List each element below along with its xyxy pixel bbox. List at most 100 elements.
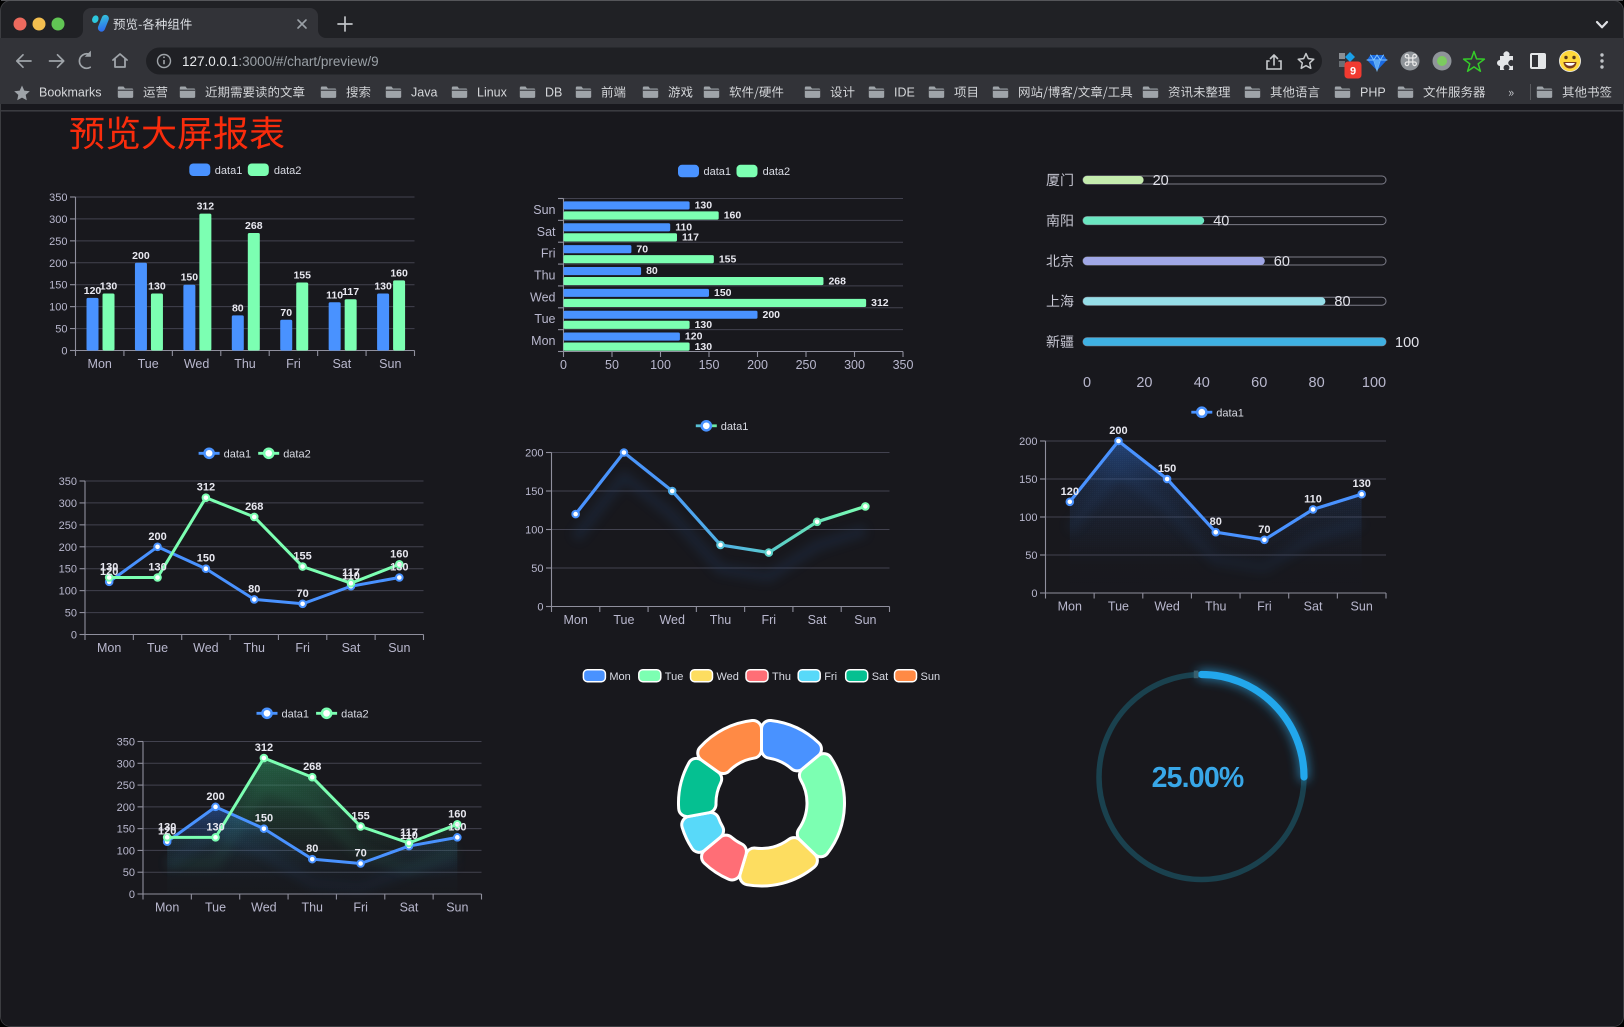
svg-text:150: 150 xyxy=(117,824,135,836)
svg-text:data1: data1 xyxy=(704,166,732,178)
svg-text:120: 120 xyxy=(685,331,703,343)
svg-text:312: 312 xyxy=(255,742,273,754)
svg-text:Tue: Tue xyxy=(534,312,555,326)
svg-text:250: 250 xyxy=(59,520,77,532)
svg-text:200: 200 xyxy=(49,258,67,270)
svg-text:200: 200 xyxy=(59,542,77,554)
svg-text:130: 130 xyxy=(148,280,166,292)
svg-text:Sat: Sat xyxy=(400,901,419,915)
svg-text:0: 0 xyxy=(1031,588,1037,600)
svg-text:350: 350 xyxy=(117,737,135,749)
svg-text:Mon: Mon xyxy=(609,671,630,683)
svg-text:50: 50 xyxy=(531,563,543,575)
svg-text:155: 155 xyxy=(719,253,737,265)
svg-text:Sun: Sun xyxy=(533,203,555,217)
svg-text:20: 20 xyxy=(1136,375,1152,391)
svg-text:9: 9 xyxy=(1350,66,1356,78)
svg-text:117: 117 xyxy=(400,827,418,839)
svg-text:110: 110 xyxy=(326,289,343,301)
svg-text:Java: Java xyxy=(411,86,437,100)
svg-text:80: 80 xyxy=(1334,294,1350,310)
svg-text:130: 130 xyxy=(695,200,713,212)
svg-text:Fri: Fri xyxy=(541,247,556,261)
svg-text:Sun: Sun xyxy=(1351,600,1373,614)
svg-text:Fri: Fri xyxy=(762,613,777,627)
svg-text:Fri: Fri xyxy=(1257,600,1272,614)
svg-text:70: 70 xyxy=(636,243,648,255)
svg-text:Sat: Sat xyxy=(537,225,556,239)
svg-text:70: 70 xyxy=(296,588,308,600)
svg-text:Wed: Wed xyxy=(251,901,277,915)
svg-text:Tue: Tue xyxy=(1108,600,1129,614)
svg-text:200: 200 xyxy=(132,250,150,262)
svg-text:Sun: Sun xyxy=(854,613,876,627)
svg-text:DB: DB xyxy=(545,86,562,100)
svg-text:0: 0 xyxy=(71,630,77,642)
svg-text:40: 40 xyxy=(1213,214,1229,230)
svg-text:Tue: Tue xyxy=(205,901,226,915)
svg-text:100: 100 xyxy=(525,525,543,537)
svg-text:200: 200 xyxy=(1109,425,1127,437)
svg-text:Fri: Fri xyxy=(286,357,301,371)
svg-text:120: 120 xyxy=(1061,486,1079,498)
svg-text:Tue: Tue xyxy=(138,357,159,371)
svg-text:150: 150 xyxy=(255,813,273,825)
svg-text:70: 70 xyxy=(1258,524,1270,536)
svg-text:0: 0 xyxy=(560,358,567,372)
svg-text:Sun: Sun xyxy=(379,357,401,371)
svg-text:350: 350 xyxy=(49,192,67,204)
svg-text:Thu: Thu xyxy=(1205,600,1227,614)
svg-text:250: 250 xyxy=(796,358,817,372)
svg-text:150: 150 xyxy=(525,486,543,498)
svg-text:data1: data1 xyxy=(215,165,243,177)
svg-text:60: 60 xyxy=(1251,375,1267,391)
svg-text:200: 200 xyxy=(1019,436,1037,448)
svg-text:120: 120 xyxy=(84,285,102,297)
svg-text:300: 300 xyxy=(844,358,865,372)
svg-text:80: 80 xyxy=(306,843,318,855)
svg-text:150: 150 xyxy=(59,564,77,576)
svg-text:200: 200 xyxy=(117,802,135,814)
svg-text:Sat: Sat xyxy=(342,641,361,655)
svg-text:160: 160 xyxy=(448,808,466,820)
svg-text:70: 70 xyxy=(280,307,292,319)
svg-text:25.00%: 25.00% xyxy=(1152,762,1244,794)
svg-text:150: 150 xyxy=(197,553,215,565)
svg-text:130: 130 xyxy=(448,821,466,833)
svg-text:130: 130 xyxy=(390,561,408,573)
svg-text:155: 155 xyxy=(351,810,369,822)
svg-text:130: 130 xyxy=(148,561,166,573)
svg-text:Mon: Mon xyxy=(531,334,555,348)
svg-text:268: 268 xyxy=(245,501,263,513)
svg-text:150: 150 xyxy=(714,287,732,299)
svg-text:0: 0 xyxy=(61,346,67,358)
svg-text:data1: data1 xyxy=(224,449,252,461)
svg-text:150: 150 xyxy=(1158,463,1176,475)
svg-text:268: 268 xyxy=(303,761,321,773)
svg-text:Mon: Mon xyxy=(97,641,121,655)
svg-text:80: 80 xyxy=(1210,516,1222,528)
svg-text:data2: data2 xyxy=(341,709,369,721)
svg-text:Sat: Sat xyxy=(808,613,827,627)
svg-text:130: 130 xyxy=(695,319,713,331)
svg-text:Wed: Wed xyxy=(193,641,219,655)
svg-text:Thu: Thu xyxy=(301,901,323,915)
svg-text:data1: data1 xyxy=(721,421,749,433)
svg-text:50: 50 xyxy=(123,867,135,879)
svg-text:0: 0 xyxy=(129,889,135,901)
svg-text:110: 110 xyxy=(1304,493,1322,505)
svg-text:Wed: Wed xyxy=(1154,600,1180,614)
svg-text:40: 40 xyxy=(1194,375,1210,391)
svg-text:127.0.0.1:3000/#/chart/preview: 127.0.0.1:3000/#/chart/preview/9 xyxy=(182,54,379,69)
svg-text:60: 60 xyxy=(1274,254,1290,270)
svg-text:Thu: Thu xyxy=(243,641,265,655)
svg-text:Fri: Fri xyxy=(824,671,837,683)
svg-text:PHP: PHP xyxy=(1360,86,1386,100)
svg-text:80: 80 xyxy=(248,583,260,595)
svg-text:130: 130 xyxy=(100,561,118,573)
svg-text:120: 120 xyxy=(100,566,118,578)
svg-text:Sun: Sun xyxy=(446,901,468,915)
svg-text:312: 312 xyxy=(197,201,215,213)
svg-text:120: 120 xyxy=(158,826,176,838)
svg-text:200: 200 xyxy=(763,309,781,321)
